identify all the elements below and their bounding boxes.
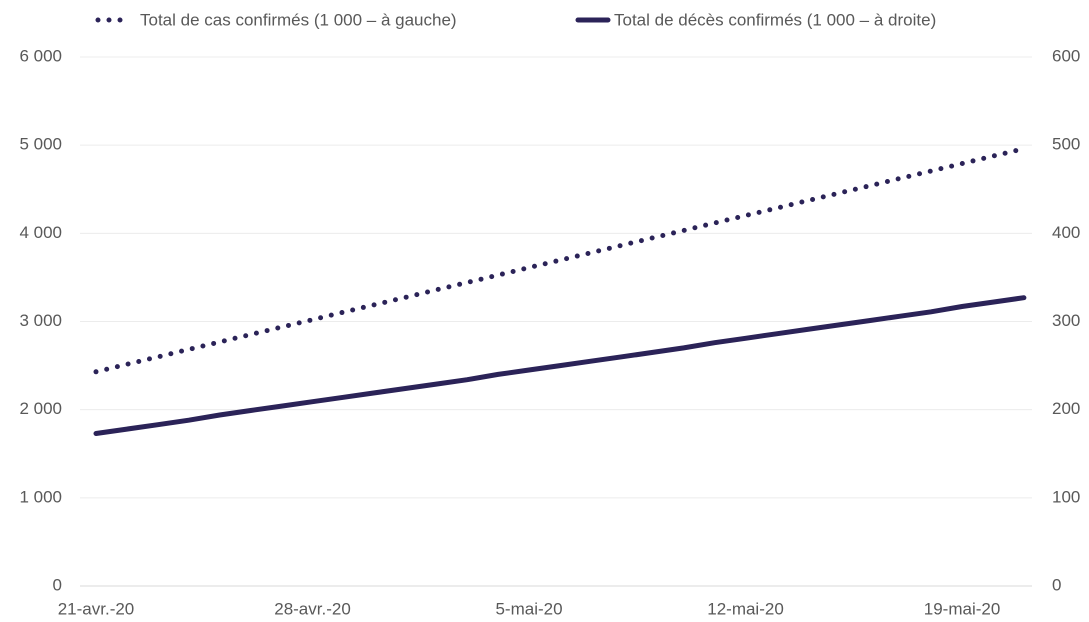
x-tick-label: 28-avr.-20 [274,599,351,618]
y2-tick-label: 200 [1052,399,1080,418]
y2-tick-label: 400 [1052,223,1080,242]
y-tick-label: 4 000 [19,223,62,242]
x-tick-label: 12-mai-20 [707,599,784,618]
y2-tick-label: 600 [1052,46,1080,65]
x-tick-label: 5-mai-20 [495,599,562,618]
y-tick-label: 0 [53,575,62,594]
y-tick-label: 2 000 [19,399,62,418]
x-tick-label: 21-avr.-20 [58,599,135,618]
y-tick-label: 6 000 [19,46,62,65]
y-tick-label: 5 000 [19,135,62,154]
y2-tick-label: 300 [1052,311,1080,330]
y2-tick-label: 500 [1052,135,1080,154]
series-line [93,146,1027,375]
y2-tick-label: 100 [1052,487,1080,506]
x-tick-label: 19-mai-20 [924,599,1001,618]
legend-label: Total de décès confirmés (1 000 – à droi… [614,10,936,29]
legend-label: Total de cas confirmés (1 000 – à gauche… [140,10,457,29]
series-line [93,295,1027,436]
y2-tick-label: 0 [1052,575,1061,594]
y-tick-label: 1 000 [19,487,62,506]
y-tick-label: 3 000 [19,311,62,330]
